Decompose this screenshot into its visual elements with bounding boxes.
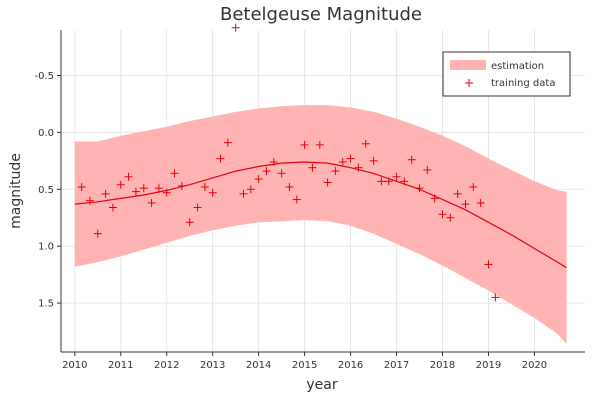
training-data-point bbox=[116, 180, 125, 189]
training-data-point bbox=[384, 177, 393, 186]
training-data-point bbox=[323, 178, 332, 187]
training-data-point bbox=[361, 139, 370, 148]
training-points-layer bbox=[77, 23, 500, 302]
training-data-point bbox=[85, 196, 94, 205]
y-tick-label: 0.0 bbox=[38, 128, 54, 139]
training-data-point bbox=[269, 157, 278, 166]
legend-box bbox=[442, 51, 571, 97]
y-axis-title: magnitude bbox=[8, 153, 24, 229]
training-data-point bbox=[400, 177, 409, 186]
training-data-point bbox=[438, 210, 447, 219]
training-data-point bbox=[200, 183, 209, 192]
training-data-point bbox=[338, 157, 347, 166]
x-tick-label: 2014 bbox=[246, 360, 271, 371]
legend-marker-training-data bbox=[465, 79, 473, 87]
training-data-point bbox=[154, 184, 163, 193]
training-data-point bbox=[285, 183, 294, 192]
legend: estimation training data bbox=[442, 51, 571, 97]
training-data-point bbox=[208, 188, 217, 197]
x-tick-label: 2016 bbox=[338, 360, 363, 371]
training-data-point bbox=[430, 194, 439, 203]
training-data-point bbox=[423, 165, 432, 174]
training-data-point bbox=[177, 181, 186, 190]
training-data-point bbox=[139, 184, 148, 193]
training-data-point bbox=[453, 189, 462, 198]
y-tick-label: 1.0 bbox=[38, 242, 54, 253]
training-data-point bbox=[246, 185, 255, 194]
legend-swatch-estimation bbox=[450, 60, 486, 70]
legend-label-estimation: estimation bbox=[491, 61, 544, 72]
confidence-band-layer bbox=[74, 105, 567, 344]
x-axis-ticks: 2010 2011 2012 2013 2014 2015 2016 2017 2018 2019… bbox=[62, 352, 547, 371]
training-data-point bbox=[93, 229, 102, 238]
y-tick-label: -0.5 bbox=[34, 71, 54, 82]
training-data-point bbox=[392, 172, 401, 181]
training-data-point bbox=[446, 213, 455, 222]
training-data-point bbox=[254, 175, 263, 184]
x-tick-label: 2018 bbox=[430, 360, 455, 371]
training-data-point bbox=[162, 188, 171, 197]
training-data-point bbox=[346, 154, 355, 163]
training-data-point bbox=[239, 189, 248, 198]
training-data-point bbox=[131, 187, 140, 196]
training-data-point bbox=[308, 163, 317, 172]
training-data-point bbox=[231, 23, 240, 32]
chart-title: Betelgeuse Magnitude bbox=[220, 4, 422, 25]
training-data-point bbox=[491, 293, 500, 302]
x-tick-label: 2010 bbox=[62, 360, 87, 371]
training-data-point bbox=[331, 167, 340, 176]
x-tick-label: 2020 bbox=[522, 360, 547, 371]
training-data-point bbox=[77, 183, 86, 192]
x-tick-label: 2011 bbox=[108, 360, 133, 371]
training-data-point bbox=[292, 195, 301, 204]
training-data-point bbox=[216, 154, 225, 163]
x-tick-label: 2019 bbox=[476, 360, 501, 371]
x-tick-label: 2015 bbox=[292, 360, 317, 371]
y-axis-ticks: -0.5 0.0 0.5 1.0 1.5 bbox=[34, 71, 61, 310]
training-data-point bbox=[369, 156, 378, 165]
y-tick-label: 1.5 bbox=[38, 299, 54, 310]
training-data-point bbox=[354, 163, 363, 172]
training-data-point bbox=[476, 198, 485, 207]
training-data-point bbox=[300, 140, 309, 149]
training-data-point bbox=[407, 155, 416, 164]
training-data-point bbox=[469, 183, 478, 192]
confidence-band bbox=[74, 105, 567, 344]
training-data-point bbox=[223, 138, 232, 147]
training-data-point bbox=[124, 172, 133, 181]
y-tick-label: 0.5 bbox=[38, 185, 54, 196]
training-data-point bbox=[377, 177, 386, 186]
training-data-point bbox=[147, 198, 156, 207]
training-data-point bbox=[484, 260, 493, 269]
x-axis-title: year bbox=[306, 377, 337, 393]
training-data-point bbox=[262, 167, 271, 176]
training-data-point bbox=[170, 169, 179, 178]
training-data-point bbox=[461, 200, 470, 209]
training-data-point bbox=[101, 189, 110, 198]
x-tick-label: 2013 bbox=[200, 360, 225, 371]
x-tick-label: 2012 bbox=[154, 360, 179, 371]
training-data-point bbox=[108, 203, 117, 212]
training-data-point bbox=[185, 218, 194, 227]
legend-label-training-data: training data bbox=[491, 78, 555, 89]
training-data-point bbox=[277, 169, 286, 178]
x-tick-label: 2017 bbox=[384, 360, 409, 371]
training-data-point bbox=[315, 140, 324, 149]
training-data-point bbox=[193, 203, 202, 212]
training-data-point bbox=[415, 184, 424, 193]
